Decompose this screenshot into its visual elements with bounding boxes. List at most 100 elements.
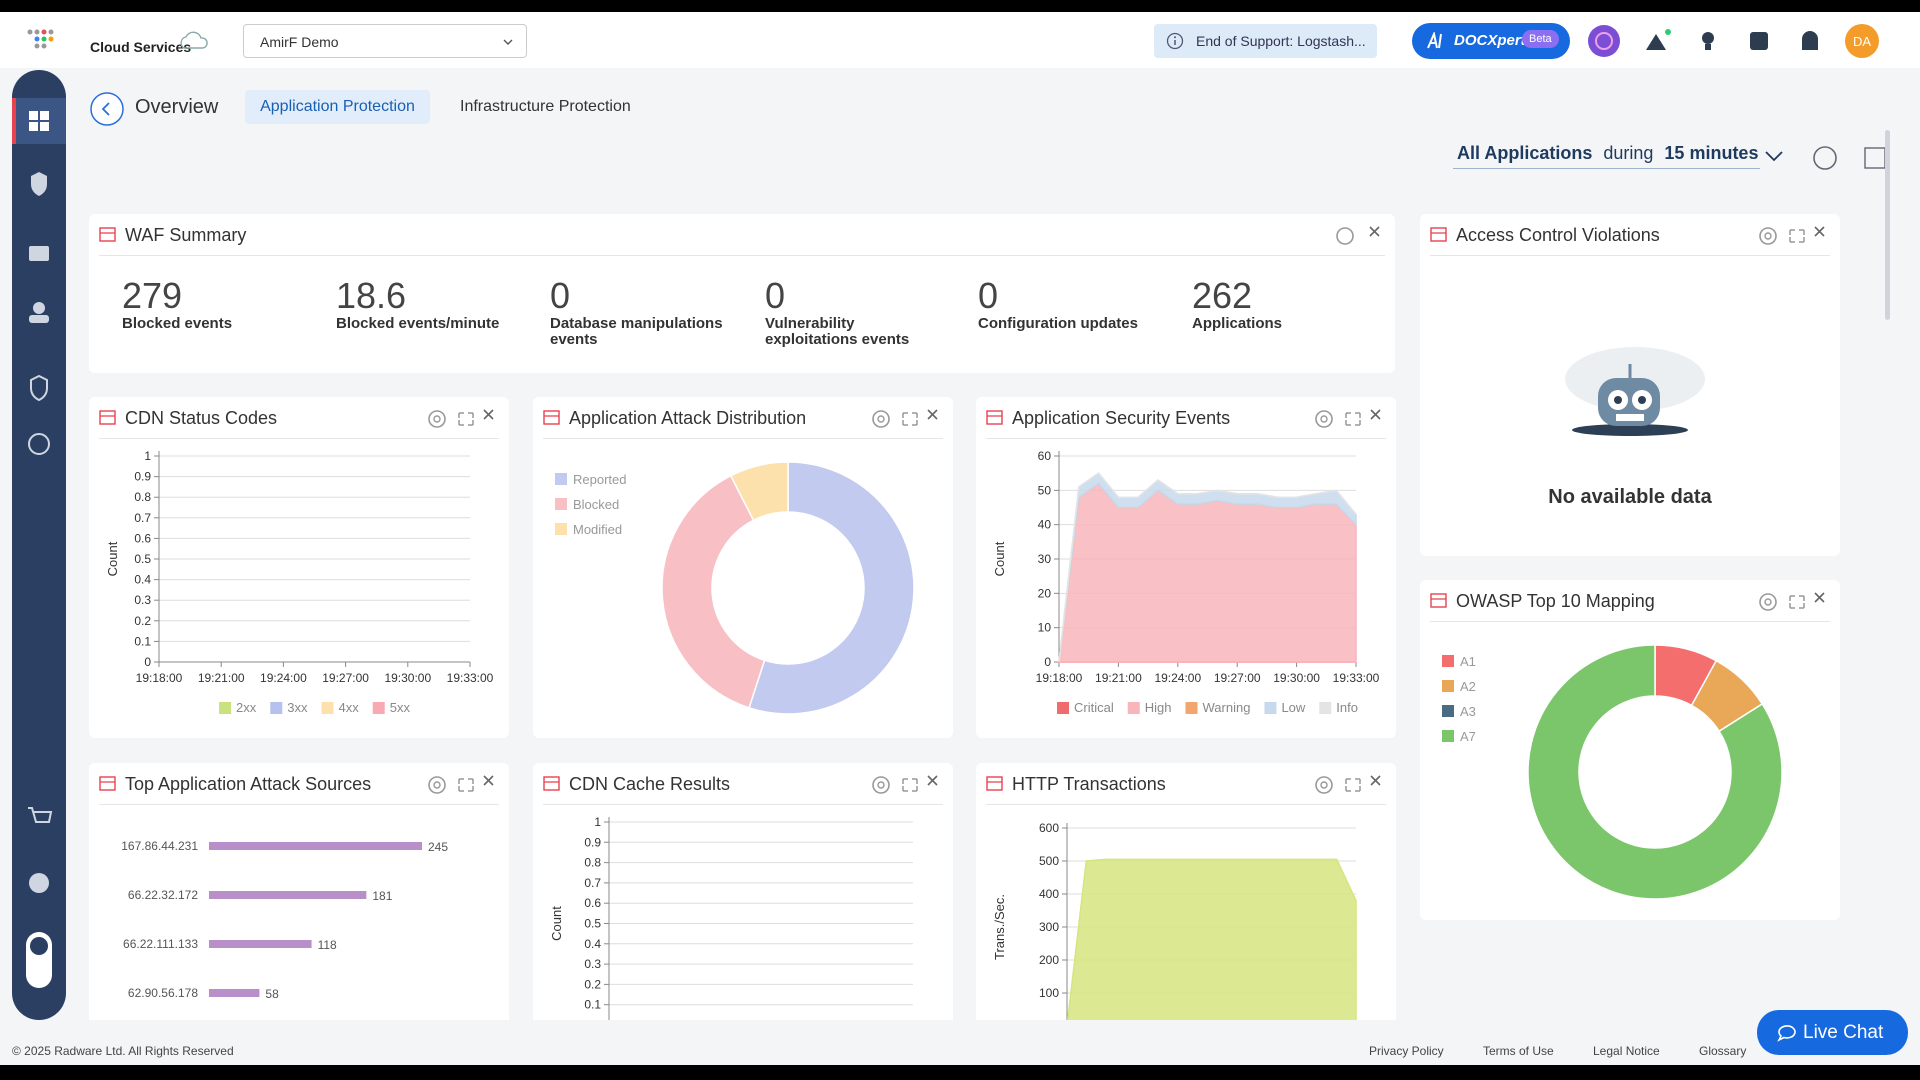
y-tick-label: 50 xyxy=(1038,483,1052,497)
card-icon xyxy=(99,776,116,791)
y-tick-label: 40 xyxy=(1038,518,1052,532)
app-filter[interactable]: All Applications during 15 minutes xyxy=(1453,143,1760,169)
expand-icon[interactable] xyxy=(902,412,918,426)
legend: 2xx 3xx 4xx 5xx xyxy=(219,700,410,715)
cdn-cache-card: 0.1 0.2 0.3 0.4 0.5 0.6 0.7 0.8 0.9 1 Count CDN Cac… xyxy=(533,763,953,1020)
card-tools xyxy=(1315,775,1381,794)
expand-icon[interactable] xyxy=(1789,595,1805,609)
x-tick-label: 19:21:00 xyxy=(198,671,245,685)
bar-label: 66.22.111.133 xyxy=(123,937,198,951)
content: Overview Application Protection Infrastr… xyxy=(80,70,1890,1020)
notice-text: End of Support: Logstash... xyxy=(1196,33,1366,49)
y-tick-label: 400 xyxy=(1039,887,1059,901)
active-item[interactable] xyxy=(12,98,66,144)
pause-icon[interactable] xyxy=(1813,146,1837,170)
cart-icon[interactable] xyxy=(28,807,53,823)
expand-icon[interactable] xyxy=(458,778,474,792)
assistant-button[interactable]: DOCXpert Beta xyxy=(1412,23,1570,59)
expand-icon[interactable] xyxy=(458,412,474,426)
y-tick-label: 0.4 xyxy=(134,573,151,587)
expand-icon[interactable] xyxy=(902,778,918,792)
series-area xyxy=(1066,858,1357,1020)
expand-icon[interactable] xyxy=(1345,412,1361,426)
account-select[interactable]: AmirF Demo xyxy=(243,24,527,58)
x-tick-label: 19:21:00 xyxy=(1095,671,1142,685)
chart: 0 0.1 0.2 0.3 0.4 0.5 0.6 0.7 0.8 0.9 1 Count 19:18:… xyxy=(105,449,494,715)
scrollbar[interactable] xyxy=(1885,130,1890,320)
bell-icon[interactable] xyxy=(1802,31,1818,50)
pie-slice xyxy=(729,461,789,522)
notice[interactable]: End of Support: Logstash... xyxy=(1154,24,1377,58)
footer-link[interactable]: Legal Notice xyxy=(1593,1044,1660,1058)
legend-label: High xyxy=(1145,700,1172,715)
settings-icon[interactable] xyxy=(428,410,446,428)
back-button[interactable] xyxy=(89,91,125,127)
card-icon xyxy=(543,410,560,425)
avatar[interactable] xyxy=(1845,24,1879,58)
bar-label: 66.22.32.172 xyxy=(128,888,198,902)
close-icon[interactable] xyxy=(927,775,938,786)
x-tick-label: 19:27:00 xyxy=(322,671,369,685)
expand-icon[interactable] xyxy=(1345,778,1361,792)
legend-label: Critical xyxy=(1074,700,1114,715)
chart-icon[interactable] xyxy=(1864,147,1886,169)
settings-icon[interactable] xyxy=(1315,410,1333,428)
legend-swatch xyxy=(372,702,385,714)
legend-label: 4xx xyxy=(339,700,360,715)
legend-swatch xyxy=(321,702,334,714)
settings-icon[interactable] xyxy=(1759,227,1777,245)
notes-icon[interactable] xyxy=(1750,32,1768,50)
tips-icon[interactable] xyxy=(1702,32,1714,44)
user-icon[interactable] xyxy=(33,302,45,314)
shield-icon[interactable] xyxy=(31,172,47,196)
stat-value: 262 xyxy=(1192,275,1253,316)
card-title: Access Control Violations xyxy=(1456,225,1660,245)
expand-icon[interactable] xyxy=(1789,229,1805,243)
live-chat-button[interactable]: Live Chat xyxy=(1757,1010,1908,1055)
close-icon[interactable] xyxy=(1814,592,1825,603)
tab-label[interactable]: Infrastructure Protection xyxy=(460,98,631,115)
footer-link[interactable]: Privacy Policy xyxy=(1369,1044,1444,1058)
y-tick-label: 0.7 xyxy=(134,511,151,525)
card-icon xyxy=(543,776,560,791)
attack-sources-card: 167.86.44.231 245 66.22.32.172 181 66.22.111… xyxy=(89,763,509,1020)
x-tick-label: 19:33:00 xyxy=(447,671,494,685)
filter-tools xyxy=(1765,146,1886,170)
settings-hub xyxy=(877,781,885,789)
card-tools xyxy=(872,409,938,428)
y-tick-label: 0.5 xyxy=(134,552,151,566)
tab-active[interactable]: Application Protection xyxy=(245,90,430,124)
assistant-icon[interactable] xyxy=(1588,25,1620,57)
bot-icon[interactable] xyxy=(28,433,50,455)
header: Cloud Services AmirF Demo End of Support… xyxy=(0,12,1920,68)
filter-chevron[interactable] xyxy=(1765,151,1783,162)
settings-icon[interactable] xyxy=(1336,227,1354,245)
help-icon[interactable] xyxy=(29,873,49,893)
briefcase-icon[interactable] xyxy=(29,246,49,261)
footer-link[interactable]: Terms of Use xyxy=(1483,1044,1554,1058)
settings-icon[interactable] xyxy=(1315,776,1333,794)
card-tools xyxy=(428,775,494,794)
close-icon[interactable] xyxy=(1369,226,1380,237)
close-icon[interactable] xyxy=(483,775,494,786)
bar-value: 58 xyxy=(265,987,279,1001)
settings-icon[interactable] xyxy=(428,776,446,794)
settings-hub xyxy=(877,415,885,423)
legend-label: A7 xyxy=(1460,729,1476,744)
announce-icon[interactable] xyxy=(1646,34,1666,50)
card-tools xyxy=(428,409,494,428)
policy-icon[interactable] xyxy=(30,374,48,402)
close-icon[interactable] xyxy=(1370,409,1381,420)
settings-icon[interactable] xyxy=(872,776,890,794)
close-icon[interactable] xyxy=(927,409,938,420)
y-tick-label: 10 xyxy=(1038,621,1052,635)
footer-link[interactable]: Glossary xyxy=(1699,1044,1747,1058)
legend-swatch xyxy=(219,702,232,714)
close-icon[interactable] xyxy=(483,409,494,420)
page-title: Overview xyxy=(135,96,219,118)
settings-icon[interactable] xyxy=(872,410,890,428)
close-icon[interactable] xyxy=(1814,226,1825,237)
close-icon[interactable] xyxy=(1370,775,1381,786)
chart: A1 A2 A3 A7 xyxy=(1442,644,1783,900)
settings-icon[interactable] xyxy=(1759,593,1777,611)
